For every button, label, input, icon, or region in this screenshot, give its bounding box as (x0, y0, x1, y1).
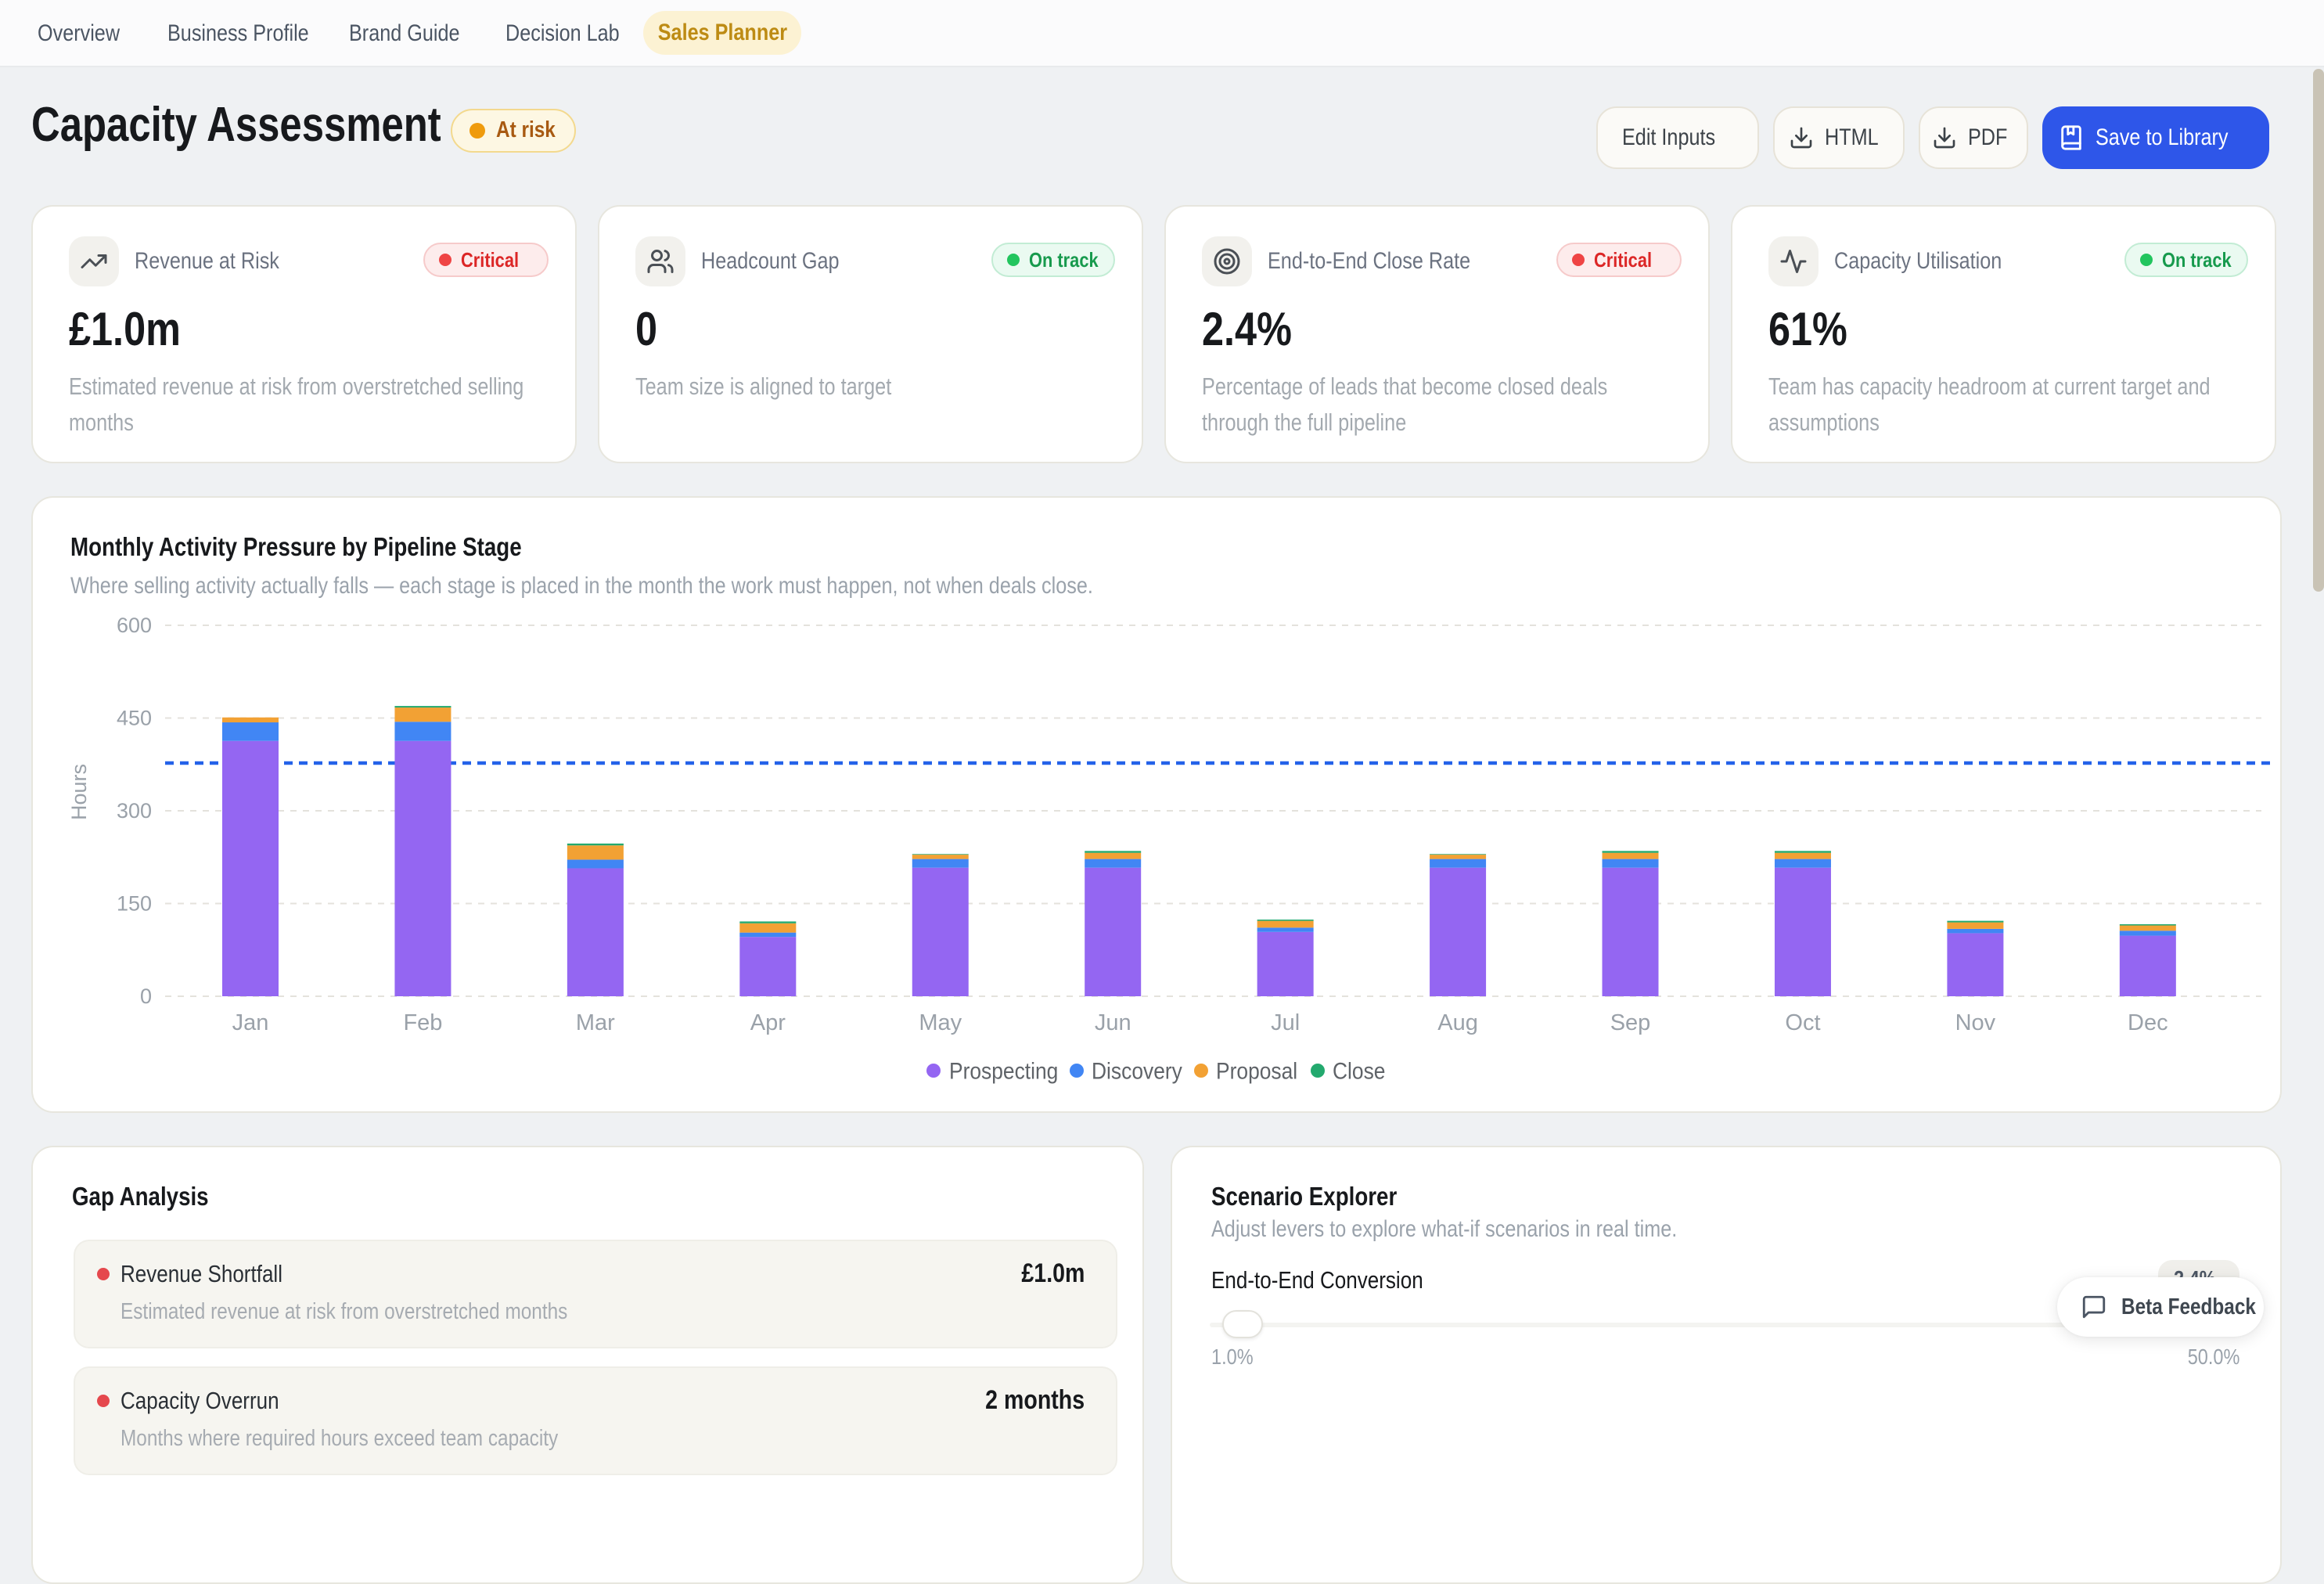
svg-text:Sep: Sep (1610, 1010, 1651, 1035)
svg-text:Oct: Oct (1785, 1010, 1820, 1035)
svg-text:0: 0 (140, 985, 152, 1008)
svg-text:Dec: Dec (2128, 1010, 2168, 1035)
svg-text:Jan: Jan (232, 1010, 269, 1035)
svg-text:Aug: Aug (1437, 1010, 1478, 1035)
svg-text:Hours: Hours (67, 764, 91, 820)
svg-text:Apr: Apr (750, 1010, 786, 1035)
svg-text:600: 600 (117, 614, 152, 637)
svg-text:300: 300 (117, 799, 152, 823)
svg-text:Nov: Nov (1955, 1010, 1996, 1035)
svg-text:Jul: Jul (1271, 1010, 1300, 1035)
svg-text:Feb: Feb (403, 1010, 442, 1035)
svg-text:Proposal: Proposal (1216, 1057, 1297, 1084)
svg-text:Close: Close (1333, 1057, 1385, 1084)
svg-text:450: 450 (117, 707, 152, 730)
svg-text:150: 150 (117, 892, 152, 916)
svg-text:May: May (919, 1010, 962, 1035)
svg-text:Prospecting: Prospecting (949, 1057, 1058, 1084)
svg-text:Jun: Jun (1095, 1010, 1131, 1035)
svg-text:Discovery: Discovery (1092, 1057, 1183, 1084)
svg-text:Mar: Mar (576, 1010, 615, 1035)
